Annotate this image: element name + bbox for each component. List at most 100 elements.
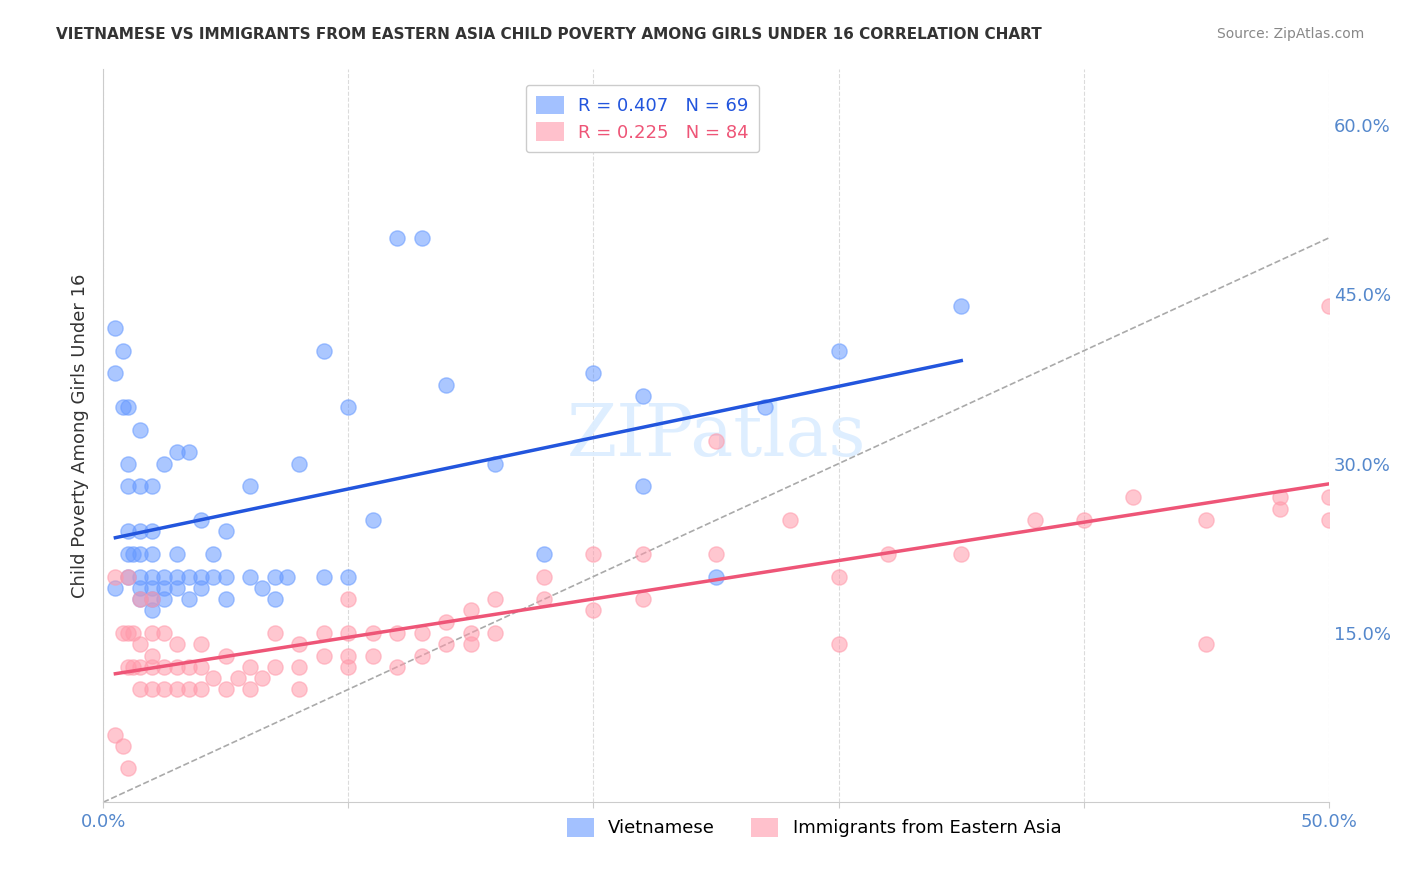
Text: ZIPatlas: ZIPatlas [567,401,866,471]
Point [337,400,360,414]
Point [177,660,200,674]
Point [117,547,139,561]
Point [177,682,200,697]
Point [1317,513,1340,527]
Point [387,231,409,245]
Point [166,569,188,583]
Point [141,524,163,539]
Point [827,569,849,583]
Point [190,660,212,674]
Point [121,626,143,640]
Point [704,434,727,448]
Point [166,547,188,561]
Point [950,547,973,561]
Point [129,637,152,651]
Point [202,547,225,561]
Point [337,626,360,640]
Point [1122,491,1144,505]
Point [117,400,139,414]
Point [166,581,188,595]
Point [141,648,163,663]
Point [582,367,605,381]
Point [312,648,335,663]
Point [141,569,163,583]
Point [239,660,262,674]
Point [704,569,727,583]
Legend: Vietnamese, Immigrants from Eastern Asia: Vietnamese, Immigrants from Eastern Asia [560,811,1069,845]
Point [312,343,335,358]
Point [104,367,127,381]
Point [153,592,176,607]
Point [1268,491,1291,505]
Point [117,524,139,539]
Point [141,603,163,617]
Point [129,524,152,539]
Point [117,626,139,640]
Point [153,569,176,583]
Point [1195,637,1218,651]
Point [631,389,654,403]
Point [533,569,555,583]
Point [288,637,311,651]
Point [337,648,360,663]
Point [177,592,200,607]
Point [190,581,212,595]
Point [141,660,163,674]
Point [288,457,311,471]
Point [129,592,152,607]
Point [434,377,457,392]
Point [434,615,457,629]
Point [111,739,134,753]
Point [177,445,200,459]
Point [104,727,127,741]
Point [387,626,409,640]
Point [337,660,360,674]
Point [153,660,176,674]
Point [704,547,727,561]
Point [1073,513,1095,527]
Point [1024,513,1046,527]
Point [387,660,409,674]
Point [141,592,163,607]
Point [104,581,127,595]
Point [263,626,285,640]
Point [215,524,238,539]
Point [631,592,654,607]
Point [215,592,238,607]
Point [215,648,238,663]
Point [434,637,457,651]
Point [252,671,274,685]
Point [484,592,506,607]
Point [111,343,134,358]
Point [1268,501,1291,516]
Point [1195,513,1218,527]
Point [129,581,152,595]
Point [337,592,360,607]
Point [239,682,262,697]
Point [411,626,433,640]
Point [190,682,212,697]
Point [827,637,849,651]
Point [263,660,285,674]
Point [166,682,188,697]
Point [460,637,482,651]
Point [117,660,139,674]
Point [827,343,849,358]
Point [202,569,225,583]
Point [754,400,776,414]
Point [1317,491,1340,505]
Point [129,660,152,674]
Point [631,479,654,493]
Point [141,682,163,697]
Point [361,513,384,527]
Point [129,592,152,607]
Point [166,445,188,459]
Point [141,547,163,561]
Point [215,682,238,697]
Point [121,660,143,674]
Point [129,479,152,493]
Point [153,626,176,640]
Text: Source: ZipAtlas.com: Source: ZipAtlas.com [1216,27,1364,41]
Point [276,569,298,583]
Point [117,479,139,493]
